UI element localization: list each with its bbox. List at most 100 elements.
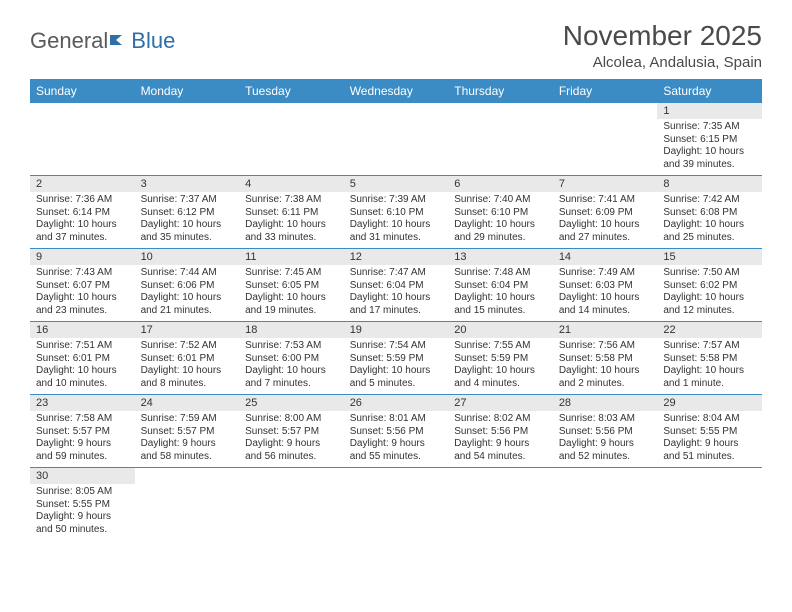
calendar-row: 23Sunrise: 7:58 AMSunset: 5:57 PMDayligh…: [30, 395, 762, 468]
calendar-table: SundayMondayTuesdayWednesdayThursdayFrid…: [30, 79, 762, 540]
day-details: Sunrise: 8:04 AMSunset: 5:55 PMDaylight:…: [657, 411, 762, 467]
day-cell: 9Sunrise: 7:43 AMSunset: 6:07 PMDaylight…: [30, 249, 135, 322]
day-details: Sunrise: 7:57 AMSunset: 5:58 PMDaylight:…: [657, 338, 762, 394]
day-details: Sunrise: 8:01 AMSunset: 5:56 PMDaylight:…: [344, 411, 449, 467]
day-number: 26: [344, 395, 449, 411]
empty-cell: [344, 103, 449, 176]
day-details: Sunrise: 7:42 AMSunset: 6:08 PMDaylight:…: [657, 192, 762, 248]
day-cell: 6Sunrise: 7:40 AMSunset: 6:10 PMDaylight…: [448, 176, 553, 249]
day-cell: 24Sunrise: 7:59 AMSunset: 5:57 PMDayligh…: [135, 395, 240, 468]
day-number: 14: [553, 249, 658, 265]
day-cell: 22Sunrise: 7:57 AMSunset: 5:58 PMDayligh…: [657, 322, 762, 395]
day-cell: 3Sunrise: 7:37 AMSunset: 6:12 PMDaylight…: [135, 176, 240, 249]
day-number: 15: [657, 249, 762, 265]
weekday-header: Saturday: [657, 79, 762, 103]
day-number: 18: [239, 322, 344, 338]
calendar-row: 1Sunrise: 7:35 AMSunset: 6:15 PMDaylight…: [30, 103, 762, 176]
day-number: 5: [344, 176, 449, 192]
day-number: 7: [553, 176, 658, 192]
day-details: Sunrise: 7:55 AMSunset: 5:59 PMDaylight:…: [448, 338, 553, 394]
day-details: Sunrise: 7:51 AMSunset: 6:01 PMDaylight:…: [30, 338, 135, 394]
location: Alcolea, Andalusia, Spain: [563, 54, 762, 71]
empty-cell: [553, 103, 658, 176]
logo-text-2: Blue: [131, 28, 175, 54]
day-cell: 17Sunrise: 7:52 AMSunset: 6:01 PMDayligh…: [135, 322, 240, 395]
empty-cell: [135, 468, 240, 541]
day-details: Sunrise: 7:38 AMSunset: 6:11 PMDaylight:…: [239, 192, 344, 248]
day-details: Sunrise: 7:36 AMSunset: 6:14 PMDaylight:…: [30, 192, 135, 248]
empty-cell: [448, 103, 553, 176]
calendar-row: 2Sunrise: 7:36 AMSunset: 6:14 PMDaylight…: [30, 176, 762, 249]
day-cell: 21Sunrise: 7:56 AMSunset: 5:58 PMDayligh…: [553, 322, 658, 395]
weekday-header: Wednesday: [344, 79, 449, 103]
month-title: November 2025: [563, 20, 762, 52]
day-number: 20: [448, 322, 553, 338]
day-cell: 10Sunrise: 7:44 AMSunset: 6:06 PMDayligh…: [135, 249, 240, 322]
calendar-row: 16Sunrise: 7:51 AMSunset: 6:01 PMDayligh…: [30, 322, 762, 395]
day-number: 4: [239, 176, 344, 192]
empty-cell: [239, 103, 344, 176]
day-details: Sunrise: 7:58 AMSunset: 5:57 PMDaylight:…: [30, 411, 135, 467]
empty-cell: [30, 103, 135, 176]
empty-cell: [553, 468, 658, 541]
day-number: 13: [448, 249, 553, 265]
day-cell: 1Sunrise: 7:35 AMSunset: 6:15 PMDaylight…: [657, 103, 762, 176]
calendar-body: 1Sunrise: 7:35 AMSunset: 6:15 PMDaylight…: [30, 103, 762, 540]
day-details: Sunrise: 7:48 AMSunset: 6:04 PMDaylight:…: [448, 265, 553, 321]
day-details: Sunrise: 7:35 AMSunset: 6:15 PMDaylight:…: [657, 119, 762, 175]
weekday-header-row: SundayMondayTuesdayWednesdayThursdayFrid…: [30, 79, 762, 103]
day-number: 19: [344, 322, 449, 338]
day-number: 10: [135, 249, 240, 265]
empty-cell: [657, 468, 762, 541]
day-cell: 15Sunrise: 7:50 AMSunset: 6:02 PMDayligh…: [657, 249, 762, 322]
day-number: 8: [657, 176, 762, 192]
day-number: 3: [135, 176, 240, 192]
day-number: 28: [553, 395, 658, 411]
day-cell: 30Sunrise: 8:05 AMSunset: 5:55 PMDayligh…: [30, 468, 135, 541]
day-details: Sunrise: 8:03 AMSunset: 5:56 PMDaylight:…: [553, 411, 658, 467]
day-number: 22: [657, 322, 762, 338]
day-number: 24: [135, 395, 240, 411]
day-number: 27: [448, 395, 553, 411]
day-number: 1: [657, 103, 762, 119]
day-details: Sunrise: 7:49 AMSunset: 6:03 PMDaylight:…: [553, 265, 658, 321]
weekday-header: Friday: [553, 79, 658, 103]
day-cell: 4Sunrise: 7:38 AMSunset: 6:11 PMDaylight…: [239, 176, 344, 249]
empty-cell: [135, 103, 240, 176]
day-number: 29: [657, 395, 762, 411]
day-number: 6: [448, 176, 553, 192]
day-details: Sunrise: 7:44 AMSunset: 6:06 PMDaylight:…: [135, 265, 240, 321]
day-number: 23: [30, 395, 135, 411]
logo-text-1: General: [30, 28, 108, 54]
title-block: November 2025 Alcolea, Andalusia, Spain: [563, 20, 762, 71]
day-details: Sunrise: 7:45 AMSunset: 6:05 PMDaylight:…: [239, 265, 344, 321]
day-cell: 26Sunrise: 8:01 AMSunset: 5:56 PMDayligh…: [344, 395, 449, 468]
day-cell: 2Sunrise: 7:36 AMSunset: 6:14 PMDaylight…: [30, 176, 135, 249]
day-cell: 13Sunrise: 7:48 AMSunset: 6:04 PMDayligh…: [448, 249, 553, 322]
day-number: 21: [553, 322, 658, 338]
day-cell: 14Sunrise: 7:49 AMSunset: 6:03 PMDayligh…: [553, 249, 658, 322]
day-cell: 28Sunrise: 8:03 AMSunset: 5:56 PMDayligh…: [553, 395, 658, 468]
day-cell: 23Sunrise: 7:58 AMSunset: 5:57 PMDayligh…: [30, 395, 135, 468]
empty-cell: [344, 468, 449, 541]
day-number: 9: [30, 249, 135, 265]
calendar-row: 30Sunrise: 8:05 AMSunset: 5:55 PMDayligh…: [30, 468, 762, 541]
day-cell: 25Sunrise: 8:00 AMSunset: 5:57 PMDayligh…: [239, 395, 344, 468]
day-details: Sunrise: 7:54 AMSunset: 5:59 PMDaylight:…: [344, 338, 449, 394]
logo: General Blue: [30, 20, 175, 54]
day-details: Sunrise: 8:00 AMSunset: 5:57 PMDaylight:…: [239, 411, 344, 467]
day-number: 11: [239, 249, 344, 265]
day-details: Sunrise: 7:47 AMSunset: 6:04 PMDaylight:…: [344, 265, 449, 321]
day-cell: 5Sunrise: 7:39 AMSunset: 6:10 PMDaylight…: [344, 176, 449, 249]
day-cell: 19Sunrise: 7:54 AMSunset: 5:59 PMDayligh…: [344, 322, 449, 395]
weekday-header: Sunday: [30, 79, 135, 103]
day-details: Sunrise: 7:39 AMSunset: 6:10 PMDaylight:…: [344, 192, 449, 248]
day-cell: 29Sunrise: 8:04 AMSunset: 5:55 PMDayligh…: [657, 395, 762, 468]
weekday-header: Tuesday: [239, 79, 344, 103]
day-number: 30: [30, 468, 135, 484]
day-details: Sunrise: 7:52 AMSunset: 6:01 PMDaylight:…: [135, 338, 240, 394]
day-details: Sunrise: 7:53 AMSunset: 6:00 PMDaylight:…: [239, 338, 344, 394]
day-cell: 18Sunrise: 7:53 AMSunset: 6:00 PMDayligh…: [239, 322, 344, 395]
day-number: 16: [30, 322, 135, 338]
calendar-row: 9Sunrise: 7:43 AMSunset: 6:07 PMDaylight…: [30, 249, 762, 322]
